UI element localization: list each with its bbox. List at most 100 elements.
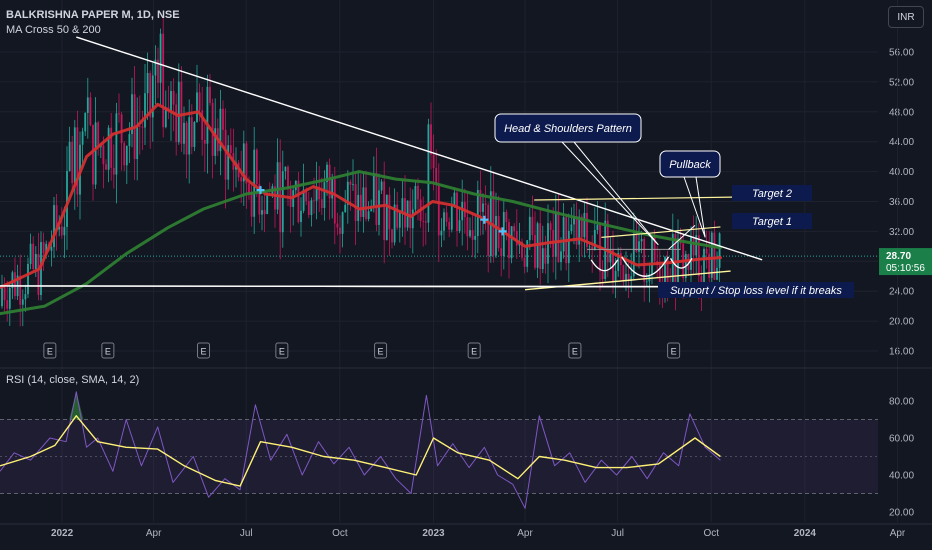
candle bbox=[261, 210, 263, 215]
candle bbox=[596, 224, 599, 231]
candle bbox=[443, 212, 445, 231]
earnings-marker-label: E bbox=[201, 347, 207, 357]
candle bbox=[497, 216, 500, 249]
candle bbox=[339, 227, 341, 234]
earnings-marker bbox=[275, 342, 289, 359]
y-tick-label: 52.00 bbox=[889, 77, 914, 88]
right-shoulder-arc bbox=[669, 257, 693, 269]
callout-head-shoulders[interactable]: Head & Shoulders Pattern bbox=[494, 113, 659, 246]
candle bbox=[27, 263, 29, 295]
candle bbox=[640, 239, 643, 242]
candle bbox=[502, 211, 505, 257]
y-tick-label: 44.00 bbox=[889, 137, 914, 148]
candle bbox=[333, 179, 336, 224]
earnings-marker bbox=[667, 342, 681, 359]
candle bbox=[3, 287, 6, 301]
candle bbox=[201, 110, 204, 141]
candle bbox=[63, 226, 66, 236]
candle bbox=[175, 104, 178, 143]
candle bbox=[76, 127, 79, 195]
candle bbox=[544, 248, 547, 264]
rsi-legend[interactable]: RSI (14, close, SMA, 14, 2) bbox=[6, 374, 140, 386]
candle bbox=[349, 181, 352, 185]
candle bbox=[482, 203, 484, 212]
callout-pullback[interactable]: Pullback bbox=[659, 150, 721, 238]
y-tick-label: 40.00 bbox=[889, 167, 914, 178]
target-2-label: Target 2 bbox=[752, 188, 792, 200]
candle bbox=[471, 230, 474, 240]
candle bbox=[123, 143, 126, 166]
candle bbox=[341, 212, 344, 234]
candle bbox=[567, 230, 570, 264]
candle bbox=[203, 140, 206, 144]
candle bbox=[383, 181, 386, 241]
candle bbox=[258, 184, 261, 215]
candle bbox=[92, 125, 94, 185]
candle bbox=[716, 267, 718, 280]
candle bbox=[287, 166, 289, 189]
candle bbox=[37, 254, 40, 295]
candle bbox=[240, 177, 243, 182]
candle bbox=[393, 204, 396, 243]
candle bbox=[708, 253, 711, 278]
candle bbox=[21, 299, 24, 305]
callout-head-shoulders-text: Head & Shoulders Pattern bbox=[504, 123, 632, 135]
candle bbox=[97, 122, 100, 148]
candle bbox=[138, 125, 141, 127]
candle bbox=[580, 216, 583, 238]
target-1-line bbox=[601, 226, 721, 238]
candle bbox=[107, 127, 110, 170]
candle bbox=[437, 184, 440, 236]
candle bbox=[302, 189, 305, 211]
candle bbox=[432, 154, 435, 168]
candle bbox=[513, 226, 516, 232]
candle bbox=[609, 249, 612, 263]
candle bbox=[560, 251, 562, 263]
candle bbox=[505, 211, 508, 223]
candle bbox=[372, 172, 375, 206]
candle bbox=[224, 129, 227, 180]
candle bbox=[534, 235, 536, 268]
candle bbox=[81, 131, 84, 145]
candle bbox=[557, 211, 560, 263]
candle bbox=[19, 275, 22, 305]
candle bbox=[185, 122, 188, 155]
descending-resistance-line bbox=[76, 36, 763, 261]
candle bbox=[391, 229, 393, 243]
candle bbox=[276, 162, 279, 210]
candle bbox=[409, 200, 412, 229]
breakout-line bbox=[668, 225, 696, 250]
candle bbox=[222, 108, 224, 130]
candle bbox=[336, 223, 339, 228]
candle bbox=[284, 166, 287, 172]
candle bbox=[315, 186, 318, 201]
candle bbox=[170, 90, 172, 112]
candle bbox=[713, 232, 716, 280]
candle bbox=[635, 233, 638, 252]
candle bbox=[484, 203, 487, 206]
x-tick-label: 2023 bbox=[422, 528, 445, 539]
candle bbox=[466, 217, 469, 237]
currency-button[interactable]: INR bbox=[888, 6, 924, 28]
candle bbox=[86, 97, 89, 113]
candle bbox=[718, 233, 721, 268]
candle bbox=[690, 237, 692, 270]
candle bbox=[643, 239, 646, 282]
earnings-marker-label: E bbox=[471, 347, 477, 357]
y-tick-label: 48.00 bbox=[889, 107, 914, 118]
candle bbox=[281, 171, 284, 233]
candle bbox=[183, 122, 185, 144]
candle bbox=[378, 190, 380, 225]
support-label-box bbox=[658, 282, 854, 298]
indicator-legend[interactable]: MA Cross 50 & 200 bbox=[6, 24, 101, 36]
candle bbox=[60, 226, 63, 236]
earnings-marker-label: E bbox=[671, 347, 677, 357]
candle bbox=[193, 121, 196, 147]
candle bbox=[495, 216, 497, 256]
candle bbox=[144, 93, 146, 128]
rsi-y-tick-label: 40.00 bbox=[889, 471, 914, 482]
candle bbox=[131, 94, 133, 135]
candle bbox=[53, 205, 55, 248]
